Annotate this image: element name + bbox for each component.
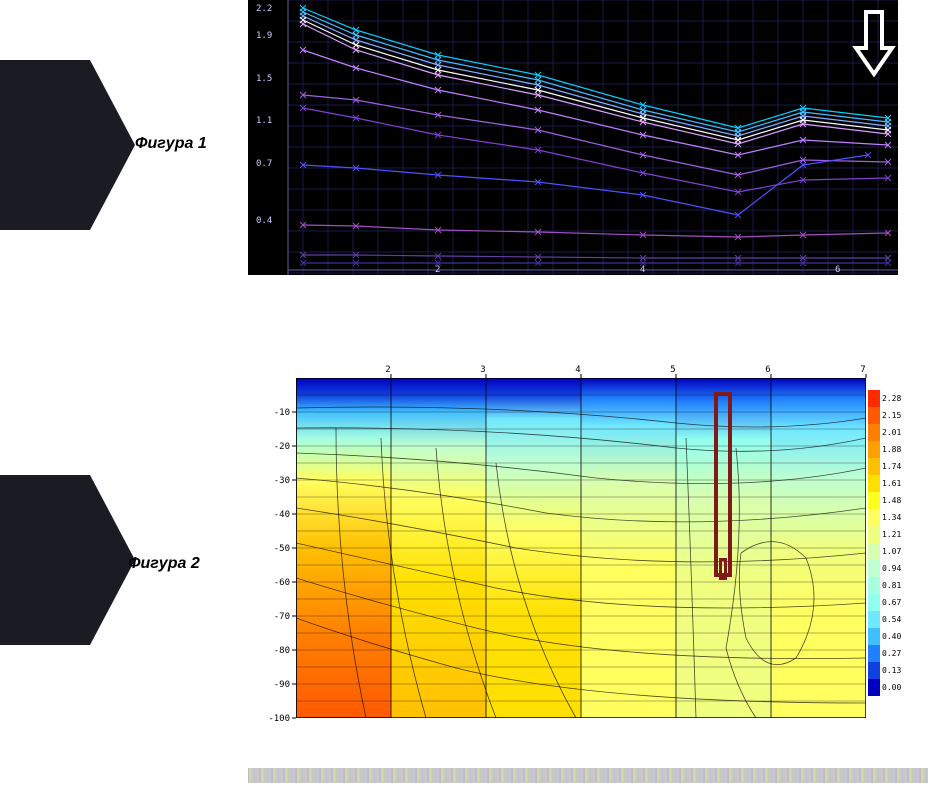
chevron-pointer-1: [0, 60, 90, 230]
legend-value: 0.27: [882, 649, 901, 658]
svg-text:-60: -60: [274, 578, 290, 588]
legend-swatch: [868, 594, 880, 611]
legend-value: 0.13: [882, 666, 901, 675]
svg-text:-50: -50: [274, 544, 290, 554]
legend-swatch: [868, 407, 880, 424]
down-arrow-icon: [852, 8, 896, 80]
legend-row: 1.48: [868, 492, 928, 509]
legend-row: 1.21: [868, 526, 928, 543]
legend-row: 2.28: [868, 390, 928, 407]
legend-row: 0.13: [868, 662, 928, 679]
legend-row: 0.67: [868, 594, 928, 611]
svg-text:2: 2: [385, 365, 390, 375]
legend-swatch: [868, 458, 880, 475]
legend-value: 1.21: [882, 530, 901, 539]
legend-swatch: [868, 475, 880, 492]
legend-swatch: [868, 560, 880, 577]
figure2-chart: 2 3 4 5 6 7 -10 -20 -30 -40 -50 -60 -70 -80 -90 -100 2.…: [248, 360, 928, 730]
svg-text:1.5: 1.5: [256, 74, 272, 84]
legend-swatch: [868, 679, 880, 696]
legend-value: 1.34: [882, 513, 901, 522]
svg-text:-70: -70: [274, 612, 290, 622]
legend-row: 1.34: [868, 509, 928, 526]
legend-swatch: [868, 611, 880, 628]
legend-row: 2.01: [868, 424, 928, 441]
svg-text:2.2: 2.2: [256, 4, 272, 14]
legend-row: 1.74: [868, 458, 928, 475]
legend-swatch: [868, 645, 880, 662]
legend-swatch: [868, 577, 880, 594]
legend-value: 0.54: [882, 615, 901, 624]
legend-row: 2.15: [868, 407, 928, 424]
svg-text:-80: -80: [274, 646, 290, 656]
legend-value: 1.61: [882, 479, 901, 488]
svg-text:4: 4: [640, 265, 645, 275]
red-marker-inner: [719, 558, 727, 580]
legend-swatch: [868, 492, 880, 509]
svg-text:1.9: 1.9: [256, 31, 272, 41]
legend-value: 1.48: [882, 496, 901, 505]
chevron-pointer-2: [0, 475, 90, 645]
legend-swatch: [868, 390, 880, 407]
figure2-plot-area: [296, 378, 866, 718]
legend-value: 2.28: [882, 394, 901, 403]
figure1-chart: 2.2 1.9 1.5 1.1 0.7 0.4 2 4 6: [248, 0, 898, 275]
svg-text:-30: -30: [274, 476, 290, 486]
svg-text:-10: -10: [274, 408, 290, 418]
legend-swatch: [868, 526, 880, 543]
legend-swatch: [868, 662, 880, 679]
legend-row: 1.07: [868, 543, 928, 560]
legend-row: 1.88: [868, 441, 928, 458]
legend-row: 0.81: [868, 577, 928, 594]
svg-text:2: 2: [435, 265, 440, 275]
figure1-label: Фигура 1: [135, 135, 207, 153]
legend-swatch: [868, 509, 880, 526]
red-marker-rect: [714, 392, 732, 577]
legend-row: 0.54: [868, 611, 928, 628]
legend-value: 0.67: [882, 598, 901, 607]
legend-swatch: [868, 441, 880, 458]
svg-text:0.4: 0.4: [256, 216, 272, 226]
color-scale-legend: 2.28 2.15 2.01 1.88 1.74 1.61 1.48 1.34 1.21 1.07…: [868, 390, 928, 696]
legend-swatch: [868, 628, 880, 645]
legend-value: 0.81: [882, 581, 901, 590]
legend-value: 0.40: [882, 632, 901, 641]
svg-text:3: 3: [480, 365, 485, 375]
svg-text:-40: -40: [274, 510, 290, 520]
svg-text:5: 5: [670, 365, 675, 375]
legend-value: 0.94: [882, 564, 901, 573]
svg-text:6: 6: [835, 265, 840, 275]
legend-row: 0.94: [868, 560, 928, 577]
svg-text:-100: -100: [268, 714, 290, 724]
svg-text:-20: -20: [274, 442, 290, 452]
legend-value: 2.01: [882, 428, 901, 437]
legend-row: 0.00: [868, 679, 928, 696]
svg-text:0.7: 0.7: [256, 159, 272, 169]
legend-value: 1.07: [882, 547, 901, 556]
svg-text:7: 7: [860, 365, 865, 375]
svg-text:-90: -90: [274, 680, 290, 690]
svg-text:6: 6: [765, 365, 770, 375]
legend-row: 0.27: [868, 645, 928, 662]
figure2-label: Фигура 2: [128, 555, 200, 573]
legend-swatch: [868, 543, 880, 560]
legend-value: 1.88: [882, 445, 901, 454]
legend-swatch: [868, 424, 880, 441]
noise-strip: [248, 768, 928, 783]
legend-value: 2.15: [882, 411, 901, 420]
legend-row: 0.40: [868, 628, 928, 645]
legend-row: 1.61: [868, 475, 928, 492]
figure1-svg: 2.2 1.9 1.5 1.1 0.7 0.4 2 4 6: [248, 0, 898, 275]
svg-text:4: 4: [575, 365, 580, 375]
svg-text:1.1: 1.1: [256, 116, 272, 126]
legend-value: 0.00: [882, 683, 901, 692]
legend-value: 1.74: [882, 462, 901, 471]
